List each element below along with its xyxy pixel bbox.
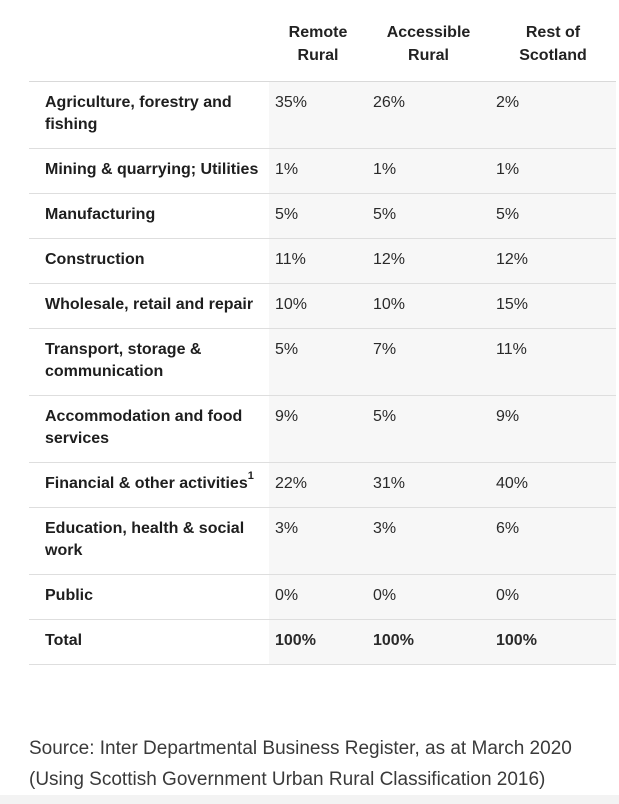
header-empty-cell [29, 0, 269, 82]
table-row: Mining & quarrying; Utilities 1% 1% 1% [29, 148, 616, 194]
cell-remote: 0% [269, 574, 367, 620]
row-label: Transport, storage & communication [29, 328, 269, 396]
cell-rest: 12% [490, 238, 616, 284]
table-row: Agriculture, forestry and fishing 35% 26… [29, 81, 616, 149]
cell-remote: 22% [269, 462, 367, 508]
cell-rest: 11% [490, 328, 616, 396]
row-label: Construction [29, 238, 269, 284]
cell-remote: 3% [269, 507, 367, 575]
row-label: Mining & quarrying; Utilities [29, 148, 269, 194]
cell-remote: 35% [269, 81, 367, 149]
source-line-1: Source: Inter Departmental Business Regi… [29, 738, 572, 759]
table-row: Education, health & social work 3% 3% 6% [29, 507, 616, 575]
table-header-row: Remote Rural Accessible Rural Rest of Sc… [29, 0, 616, 82]
cell-remote: 5% [269, 193, 367, 239]
table-row: Transport, storage & communication 5% 7%… [29, 328, 616, 396]
table-row: Public 0% 0% 0% [29, 574, 616, 620]
table-total-row: Total 100% 100% 100% [29, 619, 616, 665]
table-row: Wholesale, retail and repair 10% 10% 15% [29, 283, 616, 329]
row-label: Accommodation and food services [29, 395, 269, 463]
header-remote-rural: Remote Rural [269, 0, 367, 82]
cell-remote: 11% [269, 238, 367, 284]
cell-remote: 1% [269, 148, 367, 194]
business-sector-table-container: Remote Rural Accessible Rural Rest of Sc… [29, 0, 616, 665]
total-remote: 100% [269, 619, 367, 665]
table-row: Construction 11% 12% 12% [29, 238, 616, 284]
cell-accessible: 3% [367, 507, 490, 575]
header-rest-line-2: Scotland [519, 47, 587, 64]
row-label: Public [29, 574, 269, 620]
header-accessible-line-1: Accessible [386, 24, 471, 41]
bottom-divider-band [0, 795, 619, 804]
row-label: Wholesale, retail and repair [29, 283, 269, 329]
cell-remote: 10% [269, 283, 367, 329]
cell-rest: 40% [490, 462, 616, 508]
header-rest-line-1: Rest of [525, 24, 581, 41]
table-row: Financial & other activities1 22% 31% 40… [29, 462, 616, 508]
cell-remote: 5% [269, 328, 367, 396]
cell-rest: 1% [490, 148, 616, 194]
header-accessible-rural: Accessible Rural [367, 0, 490, 82]
cell-rest: 0% [490, 574, 616, 620]
header-accessible-line-2: Rural [408, 47, 449, 64]
cell-accessible: 0% [367, 574, 490, 620]
cell-remote: 9% [269, 395, 367, 463]
source-note: Source: Inter Departmental Business Regi… [29, 733, 614, 795]
row-label-text: Financial & other activities [45, 474, 248, 492]
header-remote-line-1: Remote [288, 24, 348, 41]
cell-accessible: 31% [367, 462, 490, 508]
cell-accessible: 5% [367, 395, 490, 463]
row-label-with-footnote: Financial & other activities1 [29, 462, 269, 508]
row-label: Manufacturing [29, 193, 269, 239]
cell-accessible: 12% [367, 238, 490, 284]
row-label: Education, health & social work [29, 507, 269, 575]
row-label: Agriculture, forestry and fishing [29, 81, 269, 149]
cell-accessible: 10% [367, 283, 490, 329]
cell-rest: 15% [490, 283, 616, 329]
cell-rest: 2% [490, 81, 616, 149]
business-sector-table: Remote Rural Accessible Rural Rest of Sc… [29, 0, 616, 665]
table-row: Accommodation and food services 9% 5% 9% [29, 395, 616, 463]
cell-accessible: 26% [367, 81, 490, 149]
total-rest: 100% [490, 619, 616, 665]
footnote-marker: 1 [247, 470, 254, 483]
source-line-2: (Using Scottish Government Urban Rural C… [29, 769, 546, 790]
cell-rest: 5% [490, 193, 616, 239]
header-remote-line-2: Rural [297, 47, 339, 64]
cell-accessible: 7% [367, 328, 490, 396]
table-row: Manufacturing 5% 5% 5% [29, 193, 616, 239]
header-rest-of-scotland: Rest of Scotland [490, 0, 616, 82]
total-label: Total [29, 619, 269, 665]
total-accessible: 100% [367, 619, 490, 665]
cell-rest: 9% [490, 395, 616, 463]
cell-accessible: 5% [367, 193, 490, 239]
cell-rest: 6% [490, 507, 616, 575]
cell-accessible: 1% [367, 148, 490, 194]
